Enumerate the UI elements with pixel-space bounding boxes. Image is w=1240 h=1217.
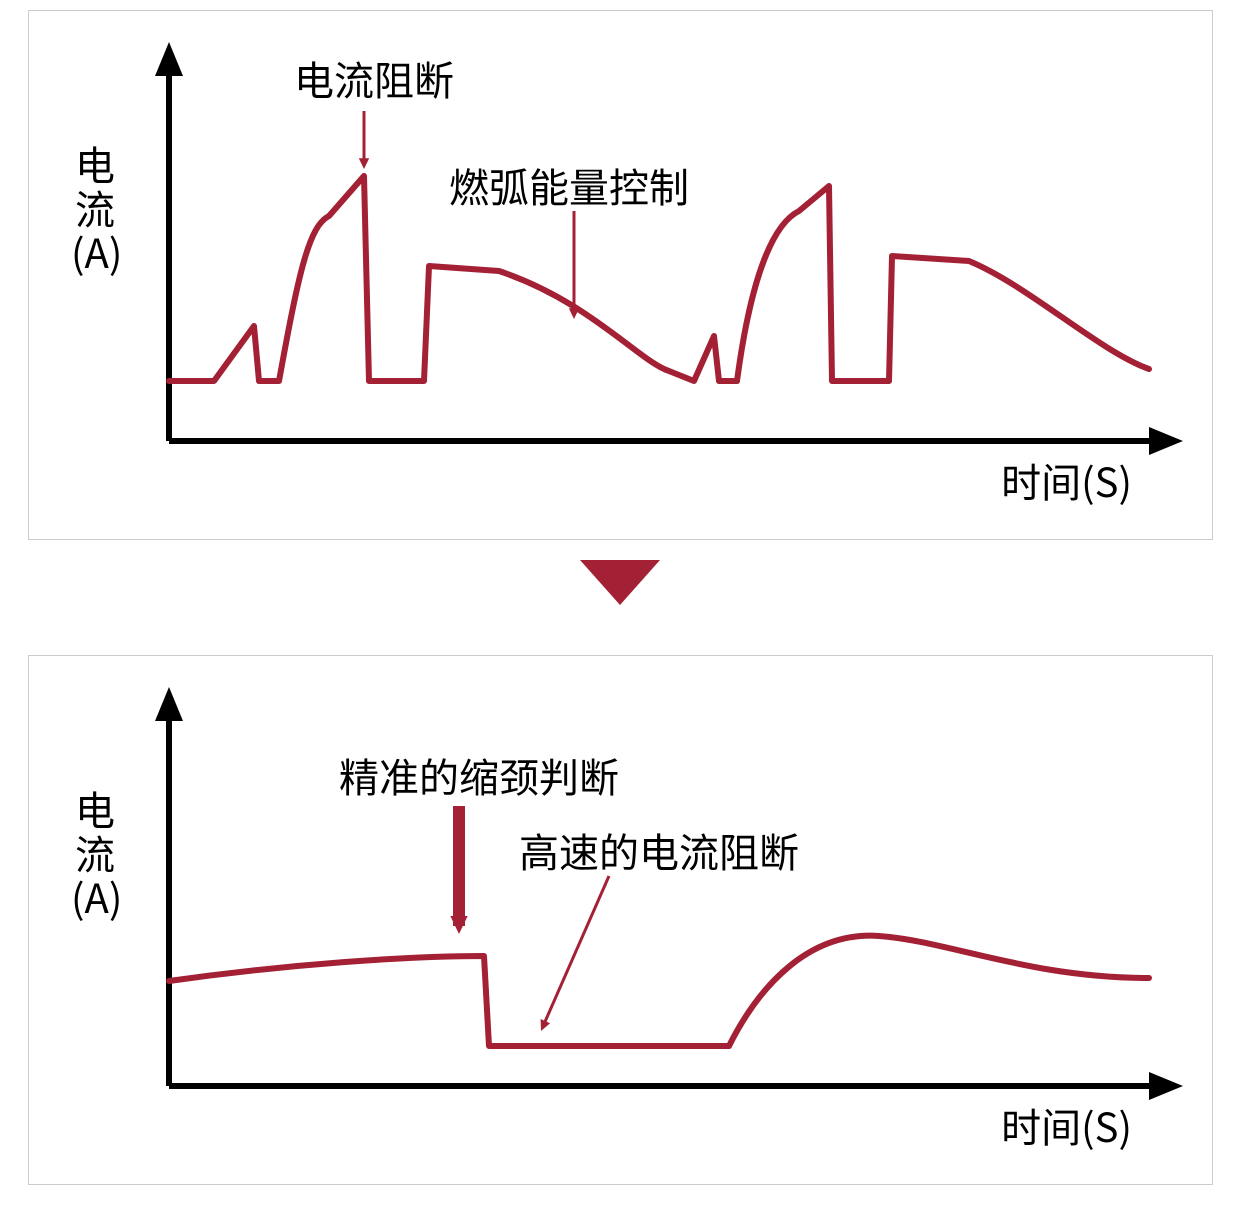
x-axis-label: 时间(S): [1001, 451, 1132, 509]
x-axis-label: 时间(S): [1001, 1096, 1132, 1154]
down-arrow-icon: [580, 560, 660, 605]
chart-panel-bottom: 电流(A) 精准的缩颈判断 高速的电流阻断 时间(S): [28, 655, 1213, 1185]
page: 电流(A) 电流阻断 燃弧能量控制 时间(S) 电流(A) 精准的缩颈判断 高速…: [0, 0, 1240, 1217]
chart-panel-top: 电流(A) 电流阻断 燃弧能量控制 时间(S): [28, 10, 1213, 540]
